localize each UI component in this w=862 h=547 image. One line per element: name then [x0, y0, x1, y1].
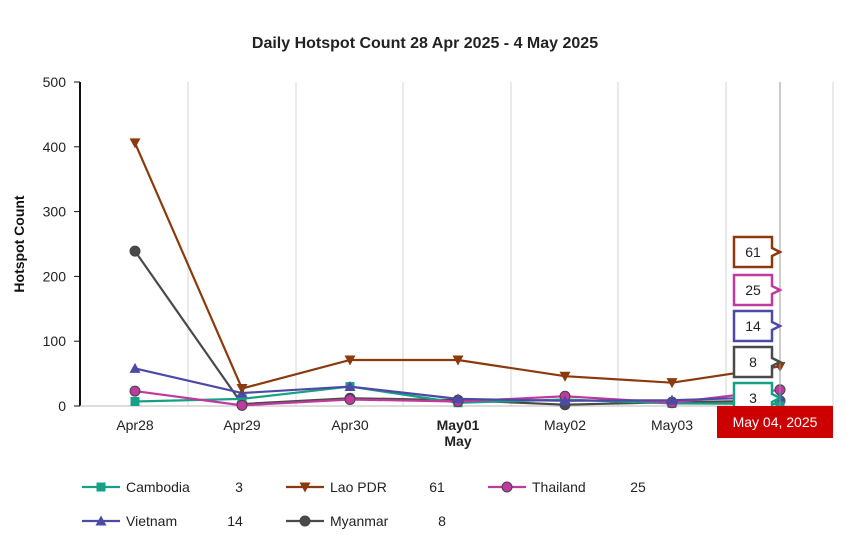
crosshair-date-box	[717, 406, 833, 438]
y-tick-label: 300	[43, 204, 67, 220]
data-point	[452, 393, 464, 404]
x-tick-label: May03	[651, 417, 693, 433]
legend-label: Myanmar	[330, 513, 389, 529]
legend-item-myanmar[interactable]: Myanmar 8	[286, 513, 446, 529]
value-callouts: 61 25 14 8 3 May 04, 2025	[717, 82, 833, 438]
x-tick-label: May02	[544, 417, 586, 433]
data-point	[129, 385, 141, 397]
callout-box	[732, 235, 783, 269]
x-tick-label: May01	[437, 417, 480, 433]
data-point	[299, 515, 311, 527]
y-axis-label: Hotspot Count	[11, 195, 27, 293]
callout-value: 61	[745, 244, 761, 260]
data-point	[299, 482, 311, 493]
x-month-label: May	[444, 433, 471, 449]
axes: 0 100 200 300 400 500 Apr28 Apr29 Apr30 May01 May0…	[43, 74, 833, 449]
data-point	[344, 394, 356, 406]
legend-value: 3	[235, 479, 243, 495]
data-point	[236, 399, 248, 411]
y-tick-label: 200	[43, 268, 67, 284]
legend-value: 61	[429, 479, 445, 495]
y-tick-label: 100	[43, 333, 67, 349]
legend-item-vietnam[interactable]: Vietnam 14	[82, 513, 243, 529]
callout-box	[732, 345, 783, 379]
callout-value: 14	[745, 318, 761, 334]
callout-value: 3	[749, 390, 757, 406]
y-tick-label: 400	[43, 139, 67, 155]
x-tick-label: Apr28	[116, 417, 154, 433]
series-line	[133, 142, 781, 390]
x-tick-label: Apr30	[331, 417, 369, 433]
crosshair-date: May 04, 2025	[717, 406, 833, 438]
y-tick-label: 500	[43, 74, 67, 90]
legend-value: 25	[630, 479, 646, 495]
legend-label: Cambodia	[126, 479, 190, 495]
legend-label: Thailand	[532, 479, 586, 495]
legend-value: 8	[438, 513, 446, 529]
data-point	[130, 396, 140, 406]
data-point	[452, 355, 464, 366]
legend: Cambodia 3 Lao PDR 61 Thailand 25 Vietnam 14 Mya…	[82, 479, 646, 529]
legend-item-thailand[interactable]: Thailand 25	[488, 479, 646, 495]
callout-vietnam: 14	[732, 309, 783, 343]
data-point	[95, 515, 107, 526]
data-point	[666, 394, 678, 405]
callout-thailand: 25	[732, 273, 783, 307]
data-point	[559, 395, 571, 406]
callout-value: 25	[745, 282, 761, 298]
data-point	[344, 355, 356, 366]
legend-item-lao-pdr[interactable]: Lao PDR 61	[286, 479, 445, 495]
legend-item-cambodia[interactable]: Cambodia 3	[82, 479, 243, 495]
callout-box	[732, 273, 783, 307]
data-point	[129, 245, 141, 257]
callout-myanmar: 8	[732, 345, 783, 379]
callout-box	[732, 309, 783, 343]
legend-value: 14	[227, 513, 243, 529]
data-point	[559, 371, 571, 382]
callout-lao-pdr: 61	[732, 235, 783, 269]
series-lao-pdr	[129, 138, 786, 395]
data-point	[96, 482, 106, 492]
y-tick-label: 0	[58, 398, 66, 414]
legend-label: Lao PDR	[330, 479, 387, 495]
legend-label: Vietnam	[126, 513, 177, 529]
gridlines	[187, 82, 834, 406]
data-point	[666, 378, 678, 389]
callout-value: 8	[749, 354, 757, 370]
crosshair-date-label: May 04, 2025	[733, 414, 818, 430]
series-lines	[129, 138, 786, 411]
chart-title: Daily Hotspot Count 28 Apr 2025 - 4 May …	[252, 35, 598, 52]
data-point	[501, 481, 513, 493]
series-myanmar	[129, 245, 786, 411]
data-point	[344, 381, 356, 392]
x-tick-label: Apr29	[223, 417, 261, 433]
data-point	[129, 138, 141, 149]
data-point	[237, 394, 247, 404]
data-point	[129, 362, 141, 373]
data-point	[236, 384, 248, 395]
